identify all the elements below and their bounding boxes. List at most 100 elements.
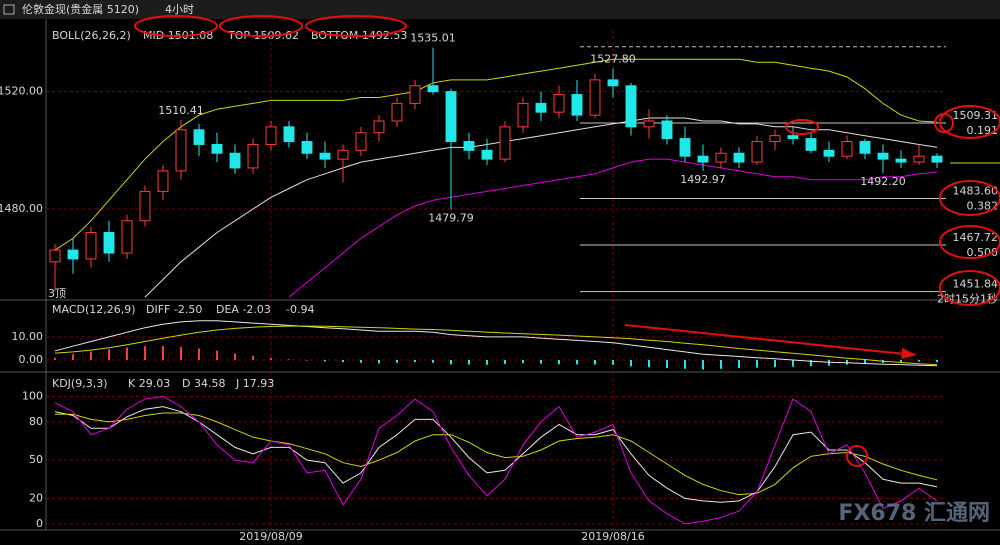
candle-body: [517, 102, 529, 128]
circle: [939, 180, 1000, 216]
candle-body: [49, 249, 61, 263]
circle: [939, 270, 1000, 306]
legend-entry: K 29.03: [128, 377, 170, 390]
indicator-line: [54, 320, 938, 367]
price-annotation: 1527.80: [590, 53, 636, 66]
indicator-label: BOLL(26,26,2): [52, 29, 131, 42]
candle-body: [535, 102, 547, 113]
candle-body: [553, 94, 565, 113]
candle-body: [265, 126, 277, 145]
candle-body: [157, 170, 169, 192]
circle: [939, 105, 1000, 139]
candle-body: [913, 155, 925, 163]
price-annotation: 1492.97: [680, 173, 726, 186]
candle-body: [409, 85, 421, 104]
candle-body: [355, 132, 367, 151]
legend-entry: D 34.58: [182, 377, 225, 390]
candle-body: [715, 152, 727, 163]
legend-entry: DIFF -2.50: [146, 303, 202, 316]
y-tick-label: 80: [29, 415, 43, 428]
menu-icon[interactable]: [3, 4, 15, 15]
candle-body: [805, 138, 817, 151]
candle-body: [859, 141, 871, 154]
legend-entry: J 17.93: [235, 377, 274, 390]
candle-body: [679, 138, 691, 157]
candle-body: [85, 232, 97, 260]
candle-body: [571, 94, 583, 116]
price-annotation: 1535.01: [410, 32, 456, 45]
candle-body: [103, 232, 115, 254]
indicator-label: MACD(12,26,9): [52, 303, 136, 316]
x-tick-label: 2019/08/16: [581, 530, 644, 543]
candle-body: [823, 149, 835, 157]
period[interactable]: 4小时: [165, 3, 194, 16]
candle-body: [931, 155, 943, 163]
level-label: 1451.84: [953, 278, 999, 291]
indicator-line: [288, 158, 938, 298]
candle-body: [841, 141, 853, 157]
candle-body: [877, 152, 889, 160]
legend-entry: DEA -2.03: [216, 303, 271, 316]
price-annotation: 1510.41: [158, 104, 204, 117]
indicator-line: [54, 325, 938, 366]
level-ratio: 0.500: [967, 246, 999, 259]
candle-body: [283, 126, 295, 143]
candle-body: [895, 158, 907, 163]
y-tick-label: 0: [36, 517, 43, 530]
arrow: [624, 324, 906, 355]
candle-body: [733, 152, 745, 163]
x-tick-label: 2019/08/09: [239, 530, 302, 543]
candle-body: [211, 143, 223, 154]
circle: [846, 445, 868, 467]
candle-body: [67, 249, 79, 260]
candle-body: [175, 129, 187, 172]
candle-body: [769, 135, 781, 143]
level-label: 1483.60: [953, 184, 999, 197]
y-tick-label: 50: [29, 453, 43, 466]
candle-body: [589, 79, 601, 116]
candle-body: [193, 129, 205, 145]
candle-body: [139, 190, 151, 222]
watermark: FX678 汇通网: [838, 501, 990, 526]
instrument-title: 伦敦金现(贵金属 5120): [22, 2, 139, 16]
circle: [219, 15, 303, 37]
candle-body: [607, 79, 619, 87]
level-ratio: 0.382: [967, 199, 999, 212]
level-ratio: 0.191: [967, 124, 999, 137]
level-label: 1509.31: [953, 109, 999, 122]
circle: [134, 15, 218, 37]
price-annotation: 1492.20: [860, 175, 906, 188]
y-tick-label: 1480.00: [0, 202, 43, 215]
indicator-line: [54, 58, 938, 251]
marker-text: 3顶: [48, 287, 66, 300]
candle-body: [463, 141, 475, 151]
candle-body: [751, 141, 763, 163]
indicator-label: KDJ(9,3,3): [52, 377, 108, 390]
candle-body: [643, 120, 655, 128]
candle-body: [373, 120, 385, 134]
legend-entry: -0.94: [286, 303, 314, 316]
candle-body: [697, 155, 709, 163]
candle-body: [121, 220, 133, 254]
candle-body: [661, 120, 673, 140]
candle-body: [481, 149, 493, 160]
candle-body: [301, 141, 313, 154]
candle-body: [391, 102, 403, 122]
top-bar: [0, 0, 1000, 19]
y-tick-label: 100: [22, 389, 43, 402]
circle: [939, 225, 1000, 259]
indicator-line: [54, 406, 938, 503]
level-label: 1467.72: [953, 231, 999, 244]
hand-drawn-markup: [134, 15, 1000, 467]
candle-body: [499, 126, 511, 160]
y-tick-label: 10.00: [12, 330, 44, 343]
y-tick-label: 20: [29, 491, 43, 504]
y-tick-label: 1520.00: [0, 85, 43, 98]
candle-body: [787, 135, 799, 140]
indicator-line: [55, 412, 938, 496]
candle-body: [625, 85, 637, 128]
